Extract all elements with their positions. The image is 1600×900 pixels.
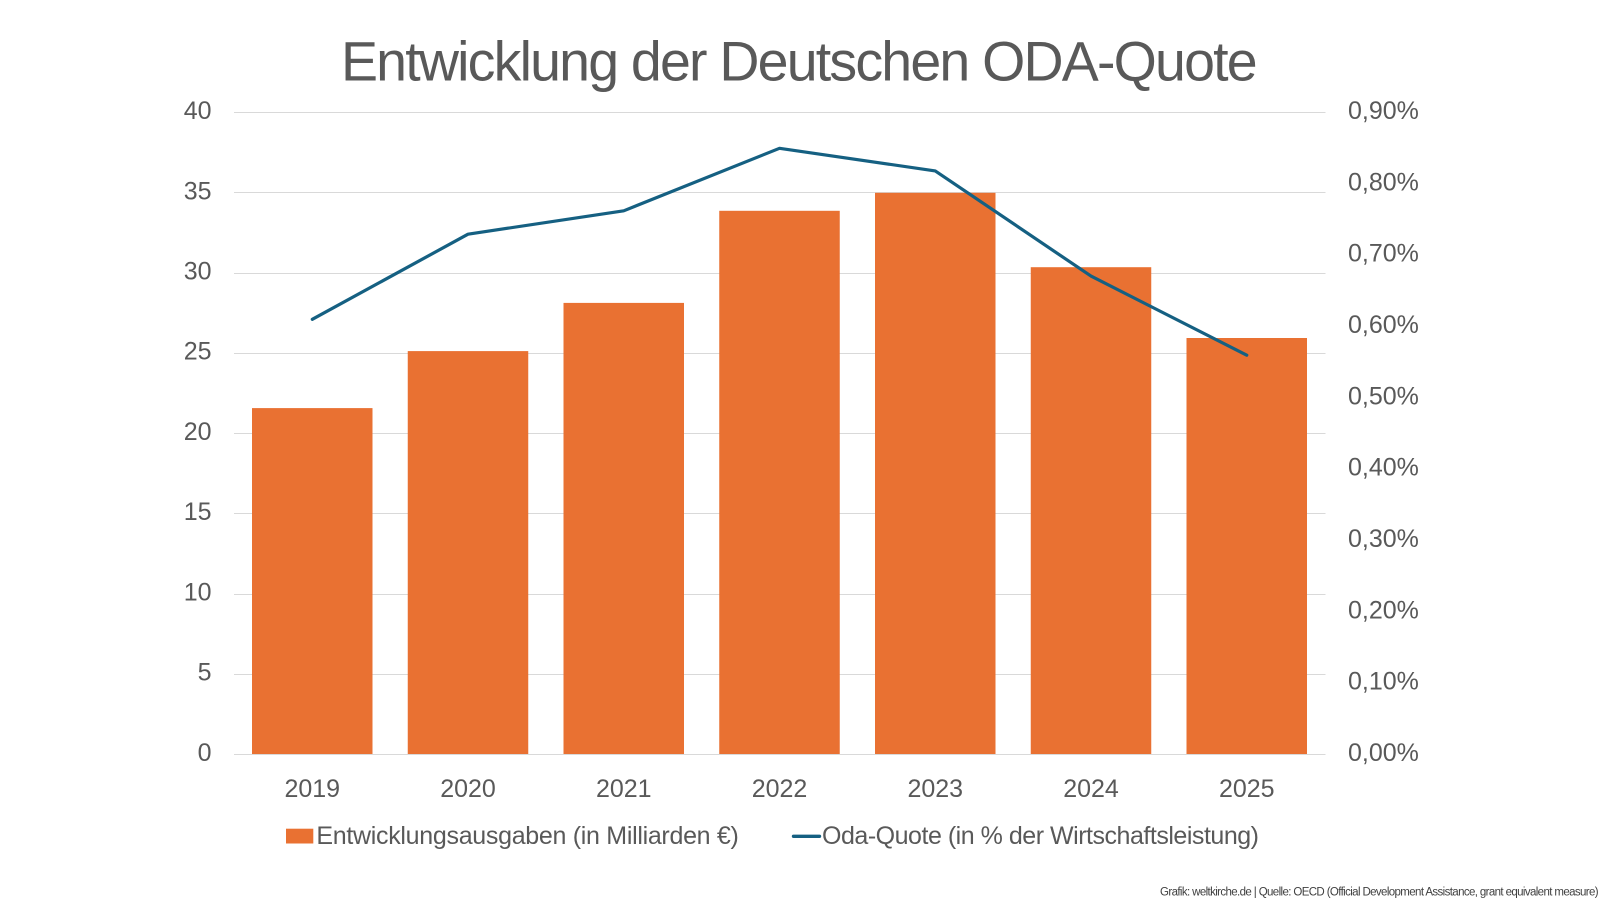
svg-text:Oda-Quote (in % der Wirtschaft: Oda-Quote (in % der Wirtschaftsleistung) — [822, 822, 1259, 850]
svg-text:0,80%: 0,80% — [1348, 168, 1419, 196]
svg-text:0,20%: 0,20% — [1348, 596, 1419, 624]
svg-text:Grafik: weltkirche.de | Quelle: Grafik: weltkirche.de | Quelle: OECD (Of… — [1160, 887, 1599, 899]
svg-text:0,30%: 0,30% — [1348, 525, 1419, 553]
svg-text:20: 20 — [184, 418, 212, 446]
svg-text:2023: 2023 — [907, 775, 963, 803]
svg-text:0,10%: 0,10% — [1348, 668, 1419, 696]
svg-text:2021: 2021 — [596, 775, 652, 803]
svg-text:2022: 2022 — [752, 775, 808, 803]
svg-text:0,40%: 0,40% — [1348, 454, 1419, 482]
svg-text:30: 30 — [184, 258, 212, 286]
svg-text:0,60%: 0,60% — [1348, 311, 1419, 339]
svg-text:2024: 2024 — [1063, 775, 1119, 803]
svg-text:0,50%: 0,50% — [1348, 382, 1419, 410]
svg-text:Entwicklung der Deutschen ODA-: Entwicklung der Deutschen ODA-Quote — [341, 31, 1256, 93]
svg-text:0: 0 — [198, 739, 212, 767]
svg-text:10: 10 — [184, 578, 212, 606]
svg-text:15: 15 — [184, 498, 212, 526]
svg-text:0,90%: 0,90% — [1348, 97, 1419, 125]
svg-text:40: 40 — [184, 97, 212, 125]
svg-text:25: 25 — [184, 338, 212, 366]
svg-text:0,00%: 0,00% — [1348, 739, 1419, 767]
svg-text:2019: 2019 — [284, 775, 340, 803]
svg-text:35: 35 — [184, 177, 212, 205]
svg-text:5: 5 — [198, 659, 212, 687]
svg-text:0,70%: 0,70% — [1348, 240, 1419, 268]
svg-text:2020: 2020 — [440, 775, 496, 803]
svg-text:Entwicklungsausgaben (in Milli: Entwicklungsausgaben (in Milliarden €) — [316, 822, 738, 850]
svg-text:2025: 2025 — [1219, 775, 1275, 803]
